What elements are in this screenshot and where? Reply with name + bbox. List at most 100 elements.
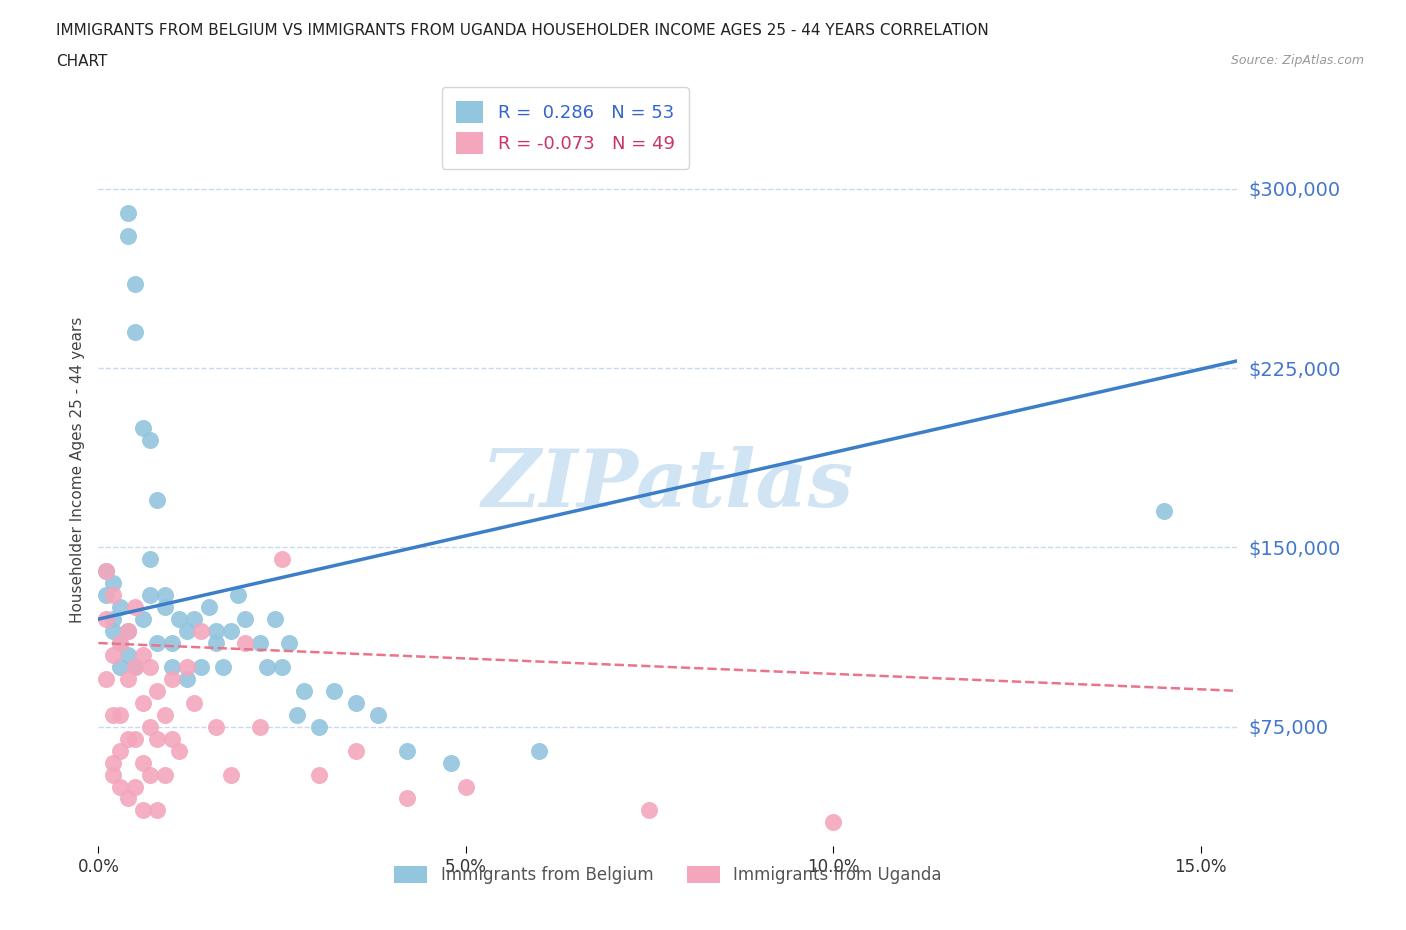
Point — [205, 719, 228, 734]
Point — [454, 779, 477, 794]
Point — [190, 659, 212, 674]
Point — [110, 659, 132, 674]
Point — [101, 708, 124, 723]
Point — [94, 588, 117, 603]
Point — [110, 600, 132, 615]
Legend: Immigrants from Belgium, Immigrants from Uganda: Immigrants from Belgium, Immigrants from… — [387, 859, 949, 891]
Point — [124, 731, 146, 746]
Point — [278, 635, 301, 650]
Point — [110, 743, 132, 758]
Point — [139, 432, 162, 447]
Point — [226, 588, 249, 603]
Point — [146, 731, 169, 746]
Point — [117, 229, 139, 244]
Point — [124, 600, 146, 615]
Point — [117, 731, 139, 746]
Point — [131, 612, 153, 627]
Point — [197, 600, 219, 615]
Point — [263, 612, 285, 627]
Point — [271, 551, 294, 566]
Point — [146, 684, 169, 698]
Point — [167, 743, 190, 758]
Point — [160, 659, 183, 674]
Point — [117, 791, 139, 806]
Point — [308, 719, 330, 734]
Point — [153, 708, 176, 723]
Point — [139, 767, 162, 782]
Point — [256, 659, 278, 674]
Point — [160, 635, 183, 650]
Point — [160, 671, 183, 686]
Point — [176, 624, 198, 639]
Point — [190, 624, 212, 639]
Point — [101, 576, 124, 591]
Point — [1153, 504, 1175, 519]
Y-axis label: Householder Income Ages 25 - 44 years: Householder Income Ages 25 - 44 years — [69, 316, 84, 623]
Point — [344, 696, 367, 711]
Point — [139, 588, 162, 603]
Point — [131, 755, 153, 770]
Point — [219, 767, 242, 782]
Point — [146, 492, 169, 507]
Point — [153, 588, 176, 603]
Text: IMMIGRANTS FROM BELGIUM VS IMMIGRANTS FROM UGANDA HOUSEHOLDER INCOME AGES 25 - 4: IMMIGRANTS FROM BELGIUM VS IMMIGRANTS FR… — [56, 23, 988, 38]
Point — [117, 624, 139, 639]
Point — [205, 635, 228, 650]
Point — [176, 659, 198, 674]
Point — [124, 659, 146, 674]
Point — [823, 815, 845, 830]
Point — [176, 671, 198, 686]
Point — [235, 612, 257, 627]
Point — [271, 659, 294, 674]
Point — [308, 767, 330, 782]
Point — [117, 647, 139, 662]
Point — [139, 659, 162, 674]
Point — [101, 755, 124, 770]
Point — [344, 743, 367, 758]
Point — [94, 564, 117, 578]
Point — [101, 767, 124, 782]
Text: ZIPatlas: ZIPatlas — [482, 446, 853, 524]
Point — [249, 635, 271, 650]
Point — [395, 791, 418, 806]
Point — [117, 206, 139, 220]
Point — [529, 743, 551, 758]
Point — [183, 696, 205, 711]
Point — [124, 779, 146, 794]
Point — [146, 803, 169, 817]
Point — [440, 755, 463, 770]
Point — [153, 600, 176, 615]
Point — [205, 624, 228, 639]
Text: CHART: CHART — [56, 54, 108, 69]
Point — [167, 612, 190, 627]
Point — [131, 647, 153, 662]
Point — [110, 779, 132, 794]
Point — [94, 671, 117, 686]
Point — [94, 612, 117, 627]
Point — [219, 624, 242, 639]
Point — [638, 803, 661, 817]
Point — [292, 684, 315, 698]
Point — [395, 743, 418, 758]
Text: Source: ZipAtlas.com: Source: ZipAtlas.com — [1230, 54, 1364, 67]
Point — [117, 671, 139, 686]
Point — [183, 612, 205, 627]
Point — [146, 635, 169, 650]
Point — [124, 277, 146, 292]
Point — [101, 612, 124, 627]
Point — [139, 719, 162, 734]
Point — [212, 659, 235, 674]
Point — [367, 708, 389, 723]
Point — [139, 551, 162, 566]
Point — [249, 719, 271, 734]
Point — [153, 767, 176, 782]
Point — [101, 588, 124, 603]
Point — [110, 635, 132, 650]
Point — [131, 696, 153, 711]
Point — [101, 647, 124, 662]
Point — [101, 624, 124, 639]
Point — [110, 635, 132, 650]
Point — [124, 325, 146, 339]
Point — [131, 803, 153, 817]
Point — [117, 624, 139, 639]
